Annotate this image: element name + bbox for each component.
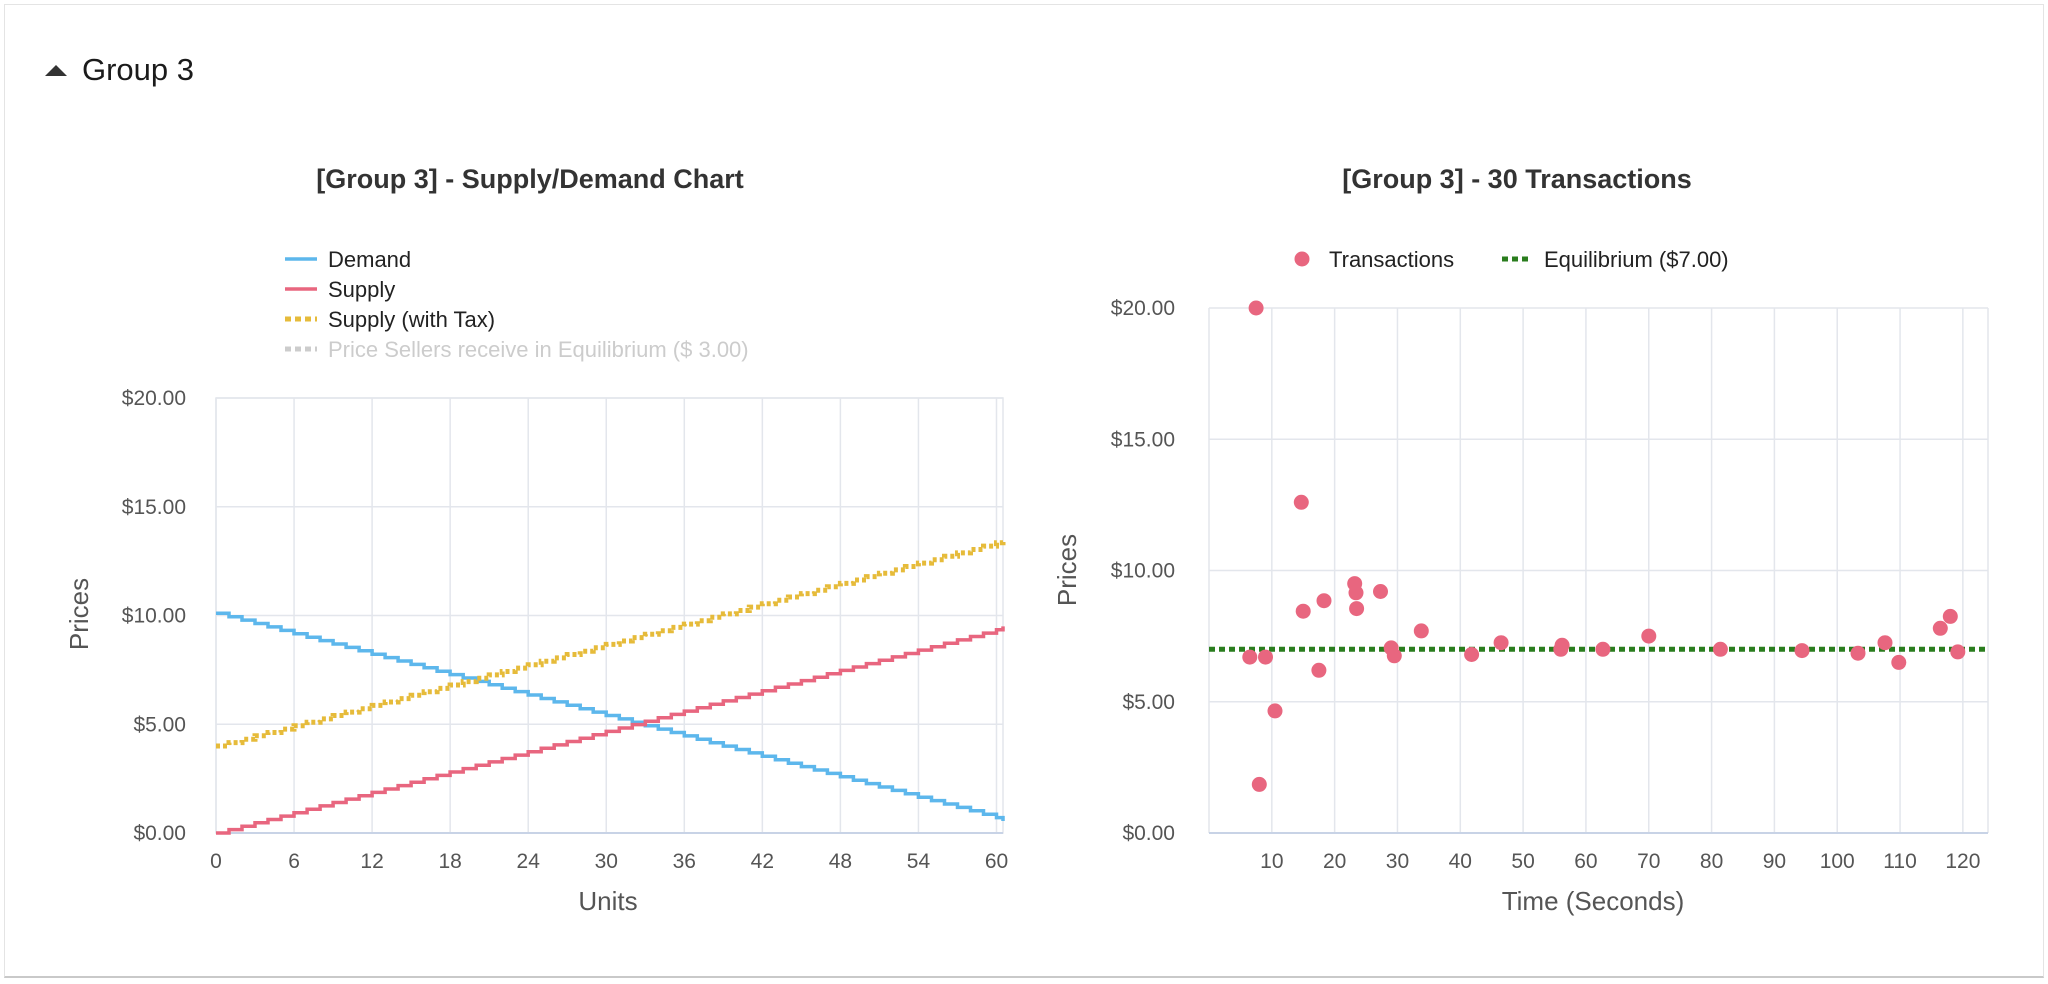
x-tick-label: 90 — [1763, 850, 1786, 873]
x-tick-label: 60 — [1574, 850, 1597, 873]
group-title: Group 3 — [82, 52, 195, 87]
supply-demand-chart-title: [Group 3] - Supply/Demand Chart — [316, 164, 744, 194]
transactions-x-axis-label: Time (Seconds) — [1502, 886, 1685, 916]
transaction-point — [1349, 601, 1365, 617]
series-supply-with-tax — [216, 539, 1006, 749]
x-tick-label: 100 — [1820, 850, 1855, 873]
y-tick-label: $10.00 — [122, 605, 186, 628]
supply-demand-chart: [Group 3] - Supply/Demand Chart Demand Su… — [64, 164, 1008, 916]
transactions-chart-title: [Group 3] - 30 Transactions — [1342, 164, 1692, 194]
x-tick-label: 70 — [1637, 850, 1660, 873]
transaction-point — [1316, 593, 1332, 609]
transaction-point — [1293, 494, 1309, 510]
transaction-point — [1493, 635, 1509, 651]
x-tick-label: 0 — [210, 850, 222, 873]
transactions-series — [1209, 300, 1988, 792]
x-tick-label: 36 — [673, 850, 696, 873]
x-tick-label: 120 — [1945, 850, 1980, 873]
x-tick-label: 110 — [1883, 850, 1916, 873]
y-tick-label: $15.00 — [122, 496, 186, 519]
x-tick-label: 18 — [438, 850, 461, 873]
transaction-point — [1242, 649, 1258, 665]
legend-item-label: Supply — [328, 277, 395, 302]
transaction-point — [1891, 654, 1907, 670]
x-tick-label: 48 — [829, 850, 852, 873]
y-tick-label: $0.00 — [133, 822, 186, 845]
x-tick-label: 30 — [595, 850, 618, 873]
supply-demand-legend: Demand Supply Supply (with Tax) Price Selle… — [285, 247, 749, 362]
transaction-point — [1311, 662, 1327, 678]
supply-demand-ticks: 0 6 12 18 24 30 36 42 48 54 60 $0.00 $5.00 $10.00 $15.… — [122, 387, 1008, 873]
transaction-point — [1267, 703, 1283, 719]
series-demand — [216, 611, 1005, 821]
transaction-point — [1386, 648, 1402, 664]
group-header[interactable]: Group 3 — [42, 48, 194, 92]
transaction-point — [1932, 620, 1948, 636]
transaction-point — [1348, 585, 1364, 601]
x-tick-label: 30 — [1386, 850, 1409, 873]
transaction-point — [1373, 584, 1388, 599]
x-tick-label: 42 — [751, 850, 774, 873]
legend-item-label: Transactions — [1329, 247, 1454, 272]
supply-demand-y-axis-label: Prices — [64, 578, 94, 650]
transaction-point — [1251, 776, 1267, 792]
y-tick-label: $20.00 — [122, 387, 186, 410]
transaction-point — [1595, 641, 1611, 657]
transaction-point — [1942, 608, 1958, 624]
transactions-ticks: 10 20 30 40 50 60 70 80 90 100 110 120 $0.00 $5.00 $10… — [1111, 297, 1981, 873]
transactions-legend: Transactions Equilibrium ($7.00) — [1294, 247, 1729, 272]
y-tick-label: $5.00 — [1122, 691, 1175, 714]
legend-item-label: Supply (with Tax) — [328, 307, 495, 332]
legend-item-label: Price Sellers receive in Equilibrium ($ … — [328, 337, 749, 362]
transaction-point — [1258, 649, 1273, 665]
group-panel — [4, 4, 2044, 978]
y-tick-label: $0.00 — [1122, 822, 1175, 845]
x-tick-label: 50 — [1511, 850, 1534, 873]
x-tick-label: 40 — [1449, 850, 1472, 873]
transaction-point — [1712, 641, 1728, 657]
transaction-point — [1295, 603, 1311, 619]
transaction-point — [1464, 647, 1480, 662]
supply-demand-series — [216, 539, 1006, 835]
transaction-point — [1950, 644, 1966, 660]
transaction-point — [1641, 628, 1657, 644]
x-tick-label: 24 — [517, 850, 541, 873]
supply-demand-x-axis-label: Units — [578, 886, 637, 916]
x-tick-label: 20 — [1323, 850, 1346, 873]
transaction-point — [1850, 645, 1866, 661]
legend-symbol — [1294, 251, 1310, 267]
transaction-point — [1794, 643, 1810, 659]
transactions-chart: [Group 3] - 30 Transactions Transactions… — [1052, 164, 1989, 916]
y-tick-label: $5.00 — [133, 713, 186, 736]
x-tick-label: 60 — [985, 850, 1008, 873]
supply-demand-grid — [215, 397, 1004, 834]
transaction-point — [1554, 637, 1570, 653]
x-tick-label: 10 — [1260, 850, 1283, 873]
x-tick-label: 80 — [1700, 850, 1723, 873]
transaction-point — [1413, 623, 1429, 639]
x-tick-label: 54 — [907, 850, 931, 873]
transaction-point — [1248, 300, 1264, 316]
transactions-y-axis-label: Prices — [1052, 534, 1082, 606]
transactions-grid — [1208, 307, 1989, 834]
y-tick-label: $10.00 — [1111, 560, 1175, 583]
x-tick-label: 12 — [360, 850, 383, 873]
caret-up-icon[interactable] — [42, 60, 70, 80]
series-supply — [216, 626, 1005, 835]
legend-item-label: Demand — [328, 247, 411, 272]
transaction-point — [1877, 635, 1893, 651]
x-tick-label: 6 — [288, 850, 300, 873]
legend-item-label: Equilibrium ($7.00) — [1544, 247, 1729, 272]
y-tick-label: $15.00 — [1111, 428, 1175, 451]
y-tick-label: $20.00 — [1111, 297, 1175, 320]
